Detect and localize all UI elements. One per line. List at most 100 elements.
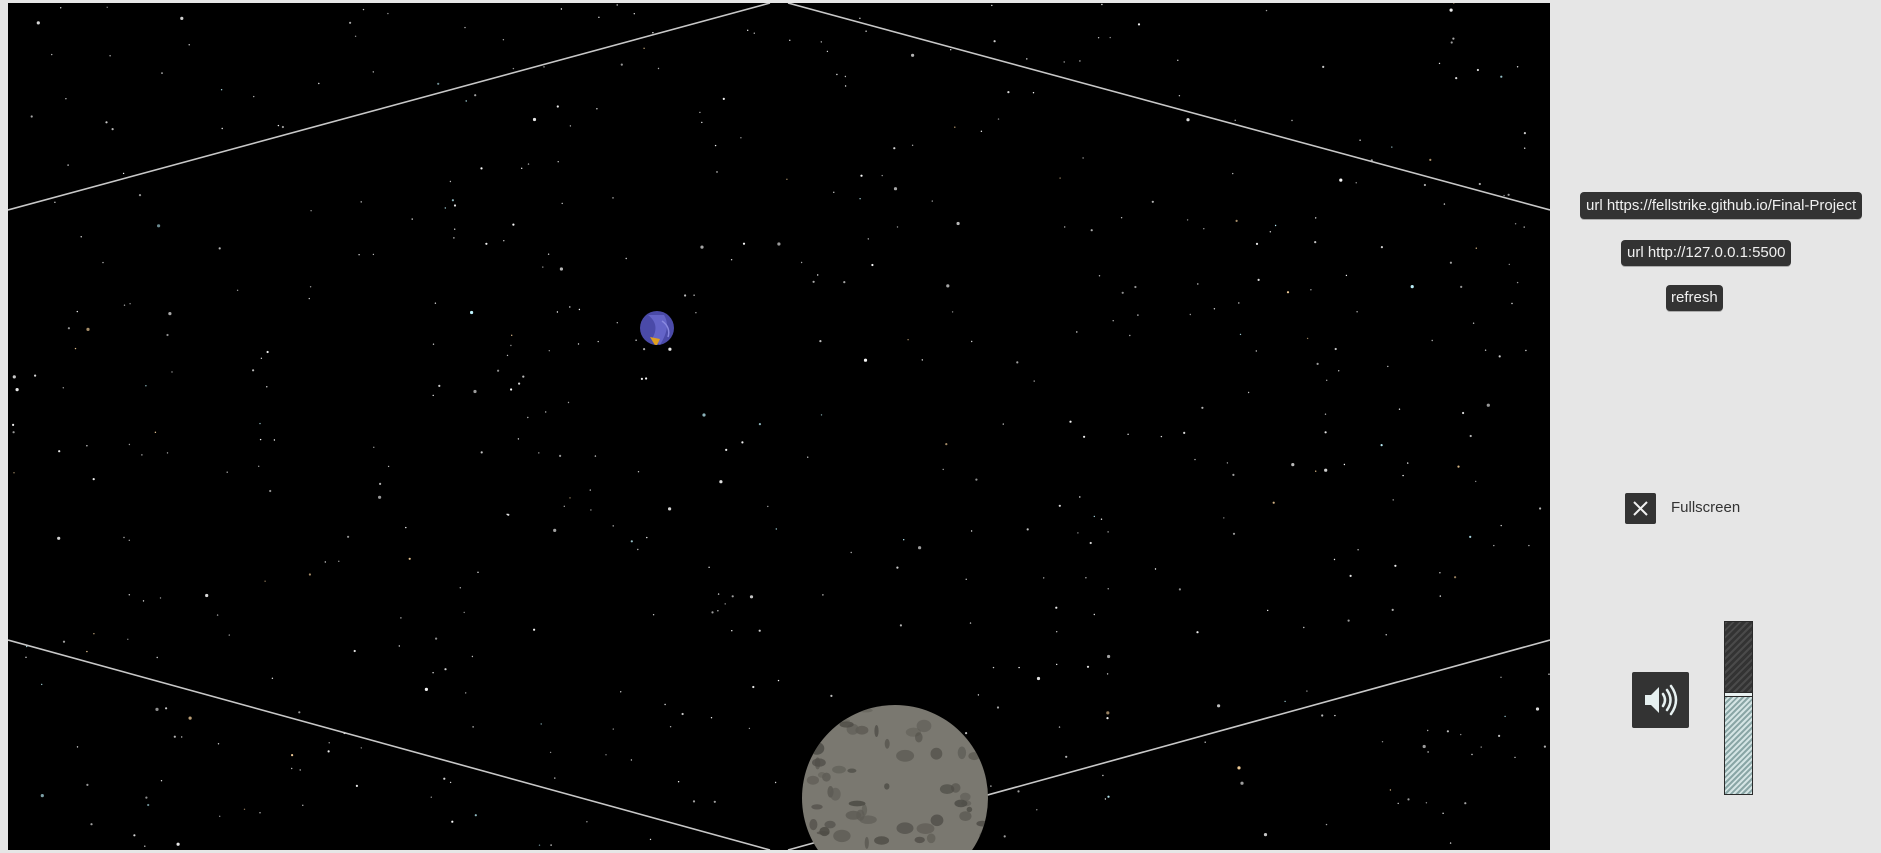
star xyxy=(717,610,719,612)
star xyxy=(716,171,718,173)
star xyxy=(159,597,162,599)
star xyxy=(637,471,640,473)
star xyxy=(273,439,276,441)
star xyxy=(1213,308,1216,310)
star xyxy=(527,416,529,419)
star xyxy=(1286,291,1290,294)
star xyxy=(1398,408,1401,410)
star xyxy=(975,478,978,481)
star xyxy=(747,29,749,31)
star xyxy=(1345,274,1348,277)
star xyxy=(65,98,67,100)
star xyxy=(1120,217,1123,219)
moon-crater xyxy=(916,719,932,733)
star xyxy=(1508,263,1511,266)
star xyxy=(1201,406,1204,409)
space-viewport[interactable] xyxy=(8,3,1550,850)
star xyxy=(921,359,923,361)
star xyxy=(1026,58,1028,60)
star xyxy=(437,82,440,85)
star xyxy=(264,580,266,582)
star xyxy=(740,137,742,139)
star xyxy=(291,767,293,770)
star xyxy=(459,587,461,589)
star xyxy=(347,535,350,538)
star xyxy=(1310,289,1312,291)
star xyxy=(807,456,809,458)
star xyxy=(931,200,933,202)
star xyxy=(731,630,733,632)
star xyxy=(302,804,304,806)
star xyxy=(360,747,362,749)
moon-crater xyxy=(957,746,967,760)
star xyxy=(1316,362,1319,365)
star xyxy=(1548,673,1550,675)
star xyxy=(1315,217,1317,219)
star xyxy=(453,237,455,239)
star xyxy=(1134,285,1137,289)
star xyxy=(36,21,40,25)
star xyxy=(903,539,905,541)
refresh-button[interactable]: refresh xyxy=(1666,285,1723,311)
star xyxy=(258,465,260,467)
star xyxy=(1334,347,1337,351)
star xyxy=(226,471,228,473)
star xyxy=(649,838,652,841)
star xyxy=(1093,515,1096,518)
star xyxy=(1391,146,1393,148)
moon-crater xyxy=(979,831,988,839)
star xyxy=(578,308,581,311)
moon-crater xyxy=(976,820,988,827)
star xyxy=(786,178,788,180)
star xyxy=(899,624,903,627)
star xyxy=(1535,707,1540,711)
star xyxy=(1356,311,1358,313)
mute-button[interactable] xyxy=(1632,672,1689,728)
star xyxy=(1239,333,1242,336)
moon-crater xyxy=(968,752,980,761)
star xyxy=(444,668,447,671)
star xyxy=(472,726,474,728)
star xyxy=(1058,504,1061,507)
star xyxy=(1082,157,1084,159)
star xyxy=(598,16,600,18)
star xyxy=(800,261,803,264)
star xyxy=(577,343,580,345)
star xyxy=(1189,313,1192,316)
star xyxy=(643,348,646,351)
star xyxy=(1324,413,1327,415)
moon xyxy=(802,705,988,850)
star xyxy=(34,374,37,377)
star xyxy=(1357,549,1359,551)
star xyxy=(589,489,591,491)
star xyxy=(1349,574,1352,578)
fullscreen-checkbox[interactable] xyxy=(1625,493,1656,524)
star xyxy=(379,482,382,485)
star xyxy=(465,100,467,102)
star xyxy=(911,144,914,146)
moon-crater xyxy=(930,814,944,827)
url-local-button[interactable]: url http://127.0.0.1:5500 xyxy=(1621,240,1792,266)
moon-crater xyxy=(914,836,925,844)
moon-crater xyxy=(830,787,841,801)
star xyxy=(54,201,56,203)
star xyxy=(752,685,755,689)
star xyxy=(507,513,510,516)
star xyxy=(1106,711,1110,715)
url-prod-button[interactable]: url https://fellstrike.github.io/Final-P… xyxy=(1580,192,1863,219)
star xyxy=(432,394,434,397)
star xyxy=(630,759,633,761)
volume-handle[interactable] xyxy=(1725,692,1752,697)
star xyxy=(1475,247,1478,249)
star xyxy=(1306,337,1309,340)
star xyxy=(812,280,815,283)
star xyxy=(545,411,547,413)
star xyxy=(640,377,644,380)
star xyxy=(616,4,618,6)
star xyxy=(538,452,540,454)
star xyxy=(826,50,829,53)
star xyxy=(1196,631,1199,634)
star xyxy=(1064,226,1066,228)
volume-slider[interactable] xyxy=(1724,621,1753,795)
star xyxy=(586,821,588,823)
